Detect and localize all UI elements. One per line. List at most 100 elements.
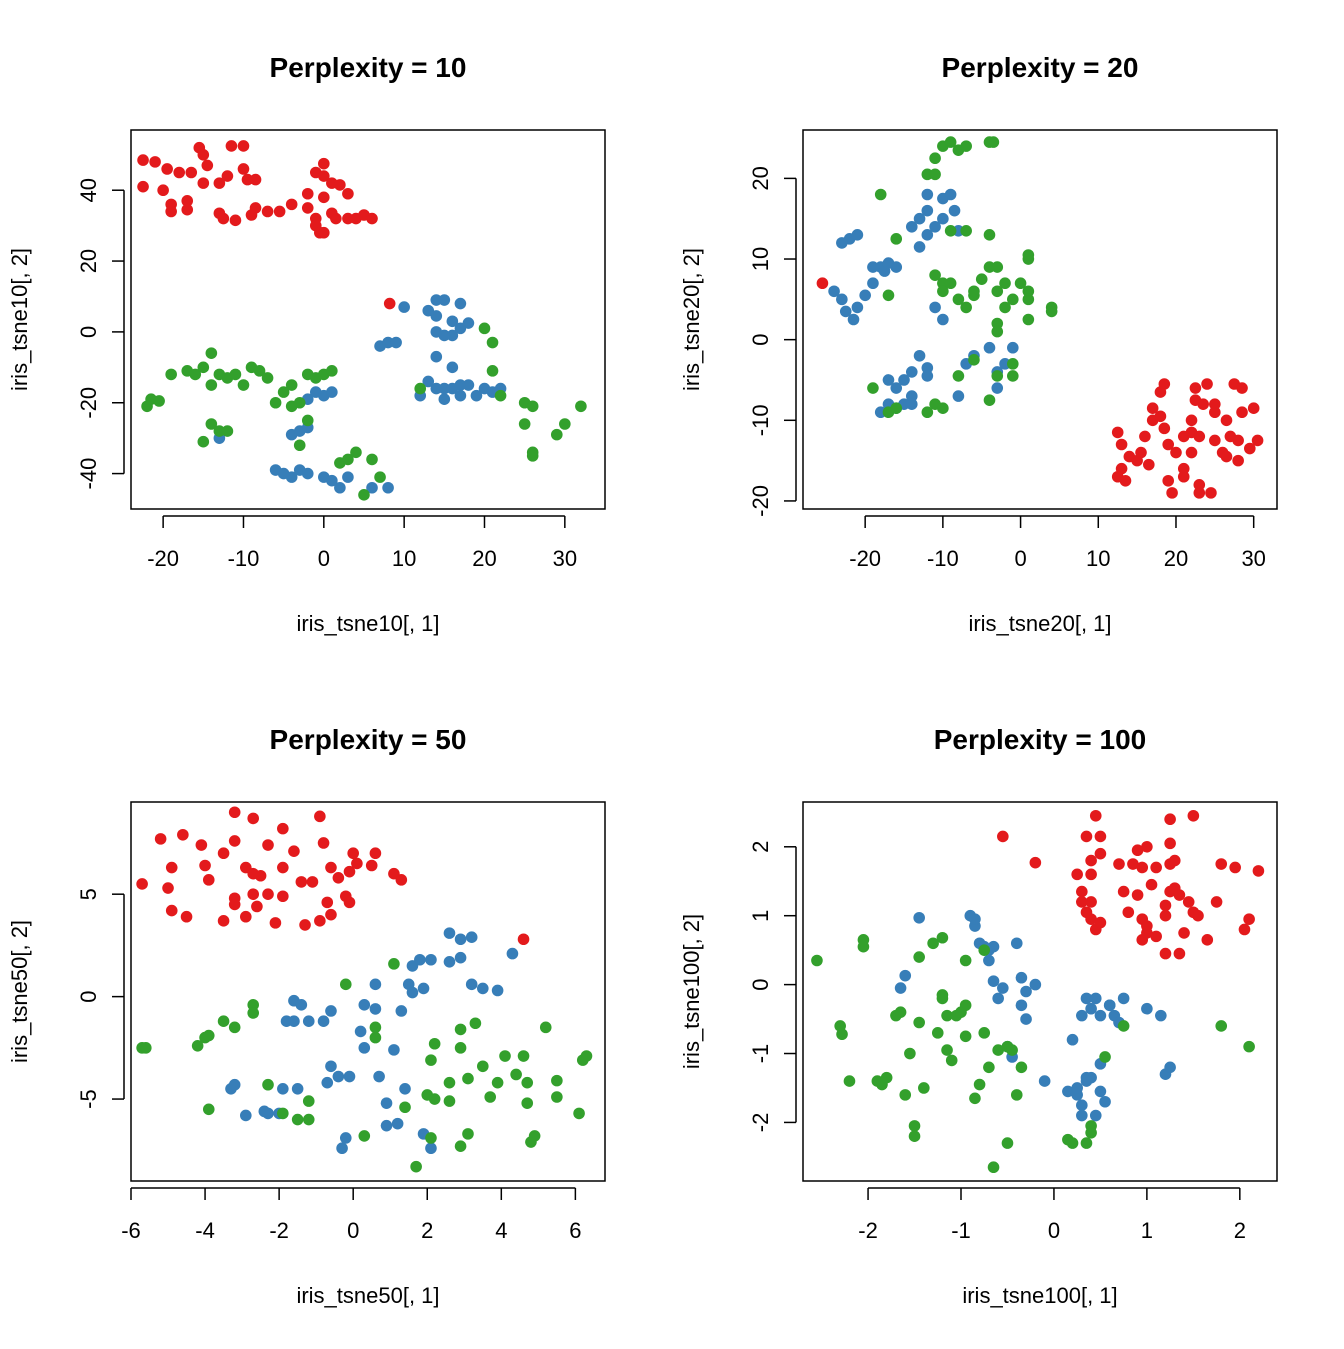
data-point (1164, 813, 1176, 826)
data-point (978, 1027, 991, 1039)
x-tick-label: 30 (1241, 546, 1265, 571)
data-point (247, 812, 260, 825)
data-point (874, 188, 887, 201)
data-point (816, 277, 829, 290)
data-point (302, 1113, 315, 1126)
data-point (843, 1075, 856, 1087)
data-point (399, 1083, 411, 1095)
data-point (1173, 947, 1186, 960)
data-point (1117, 885, 1130, 898)
data-point (1220, 414, 1233, 427)
data-point (913, 951, 925, 963)
data-point (438, 382, 451, 395)
data-point (369, 1003, 382, 1015)
data-point (1080, 1075, 1093, 1087)
data-point (952, 370, 965, 382)
data-point (1162, 438, 1175, 451)
data-point (136, 878, 148, 890)
data-point (321, 1076, 334, 1089)
data-point (399, 1101, 411, 1114)
data-point (273, 205, 286, 218)
data-point (1022, 285, 1035, 298)
data-point (1085, 913, 1097, 925)
data-point (366, 212, 378, 225)
data-point (927, 937, 939, 950)
data-point (913, 1016, 925, 1029)
data-point (991, 325, 1004, 338)
data-point (1022, 293, 1035, 306)
data-point (454, 379, 467, 391)
data-point (936, 931, 949, 944)
data-point (239, 910, 252, 923)
data-point (983, 229, 996, 241)
data-point (369, 978, 382, 991)
data-point (948, 204, 961, 217)
data-point (334, 481, 346, 494)
data-point (921, 188, 934, 201)
data-point (173, 166, 186, 179)
data-point (1170, 446, 1182, 459)
data-point (960, 140, 972, 152)
data-point (269, 917, 282, 929)
data-point (454, 389, 467, 402)
data-point (237, 140, 250, 152)
data-point (1177, 462, 1190, 475)
data-point (358, 489, 370, 501)
data-point (573, 1107, 585, 1120)
data-point (959, 1030, 972, 1043)
data-point (1139, 430, 1151, 443)
data-point (446, 361, 459, 374)
y-tick-label: 2 (748, 841, 773, 853)
data-point (880, 1071, 893, 1084)
data-point (559, 418, 571, 430)
panel-perplexity-20: Perplexity = 20 iris_tsne20[, 1] iris_ts… (679, 52, 1278, 636)
data-point (494, 389, 507, 402)
data-point (454, 1023, 467, 1036)
data-point (465, 978, 478, 991)
data-point (390, 336, 402, 349)
data-point (414, 382, 427, 395)
data-point (443, 1076, 456, 1089)
data-point (944, 188, 957, 201)
data-point (931, 1027, 944, 1039)
y-tick-label: 0 (76, 326, 101, 338)
data-point (343, 1070, 356, 1083)
data-point (462, 317, 475, 329)
data-point (199, 859, 211, 872)
data-point (999, 277, 1011, 290)
data-point (1135, 446, 1147, 459)
panel-title: Perplexity = 100 (934, 724, 1146, 755)
data-point (185, 166, 198, 179)
data-point (991, 370, 1004, 382)
data-point (499, 1050, 511, 1062)
data-point (1243, 913, 1255, 925)
data-point (476, 1060, 489, 1073)
data-point (358, 999, 371, 1011)
data-point (1113, 858, 1125, 870)
data-point (983, 394, 996, 406)
data-point (1193, 479, 1206, 491)
data-point (936, 989, 949, 1001)
data-point (239, 1109, 252, 1122)
data-point (929, 220, 941, 233)
data-point (165, 205, 177, 218)
data-point (921, 370, 934, 382)
data-point (1185, 446, 1198, 459)
y-axis-label: iris_tsne10[, 2] (7, 248, 32, 391)
data-point (221, 425, 234, 437)
data-point (1085, 854, 1097, 867)
data-point (229, 214, 242, 227)
data-point (438, 393, 451, 405)
data-point (580, 1050, 593, 1062)
data-point (302, 1095, 315, 1107)
data-point (1197, 398, 1209, 410)
data-point (978, 944, 991, 956)
data-point (1001, 1137, 1014, 1149)
data-point (317, 1015, 330, 1028)
x-tick-label: 0 (1048, 1218, 1060, 1243)
data-point (1099, 1095, 1111, 1108)
data-point (1209, 406, 1221, 419)
data-point (1162, 474, 1175, 487)
data-point (221, 170, 234, 182)
x-tick-label: 1 (1141, 1218, 1153, 1243)
